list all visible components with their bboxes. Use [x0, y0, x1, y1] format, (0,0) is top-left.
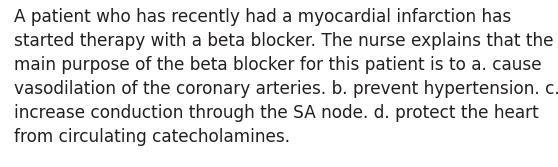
Text: A patient who has recently had a myocardial infarction has
started therapy with : A patient who has recently had a myocard… — [14, 8, 558, 146]
